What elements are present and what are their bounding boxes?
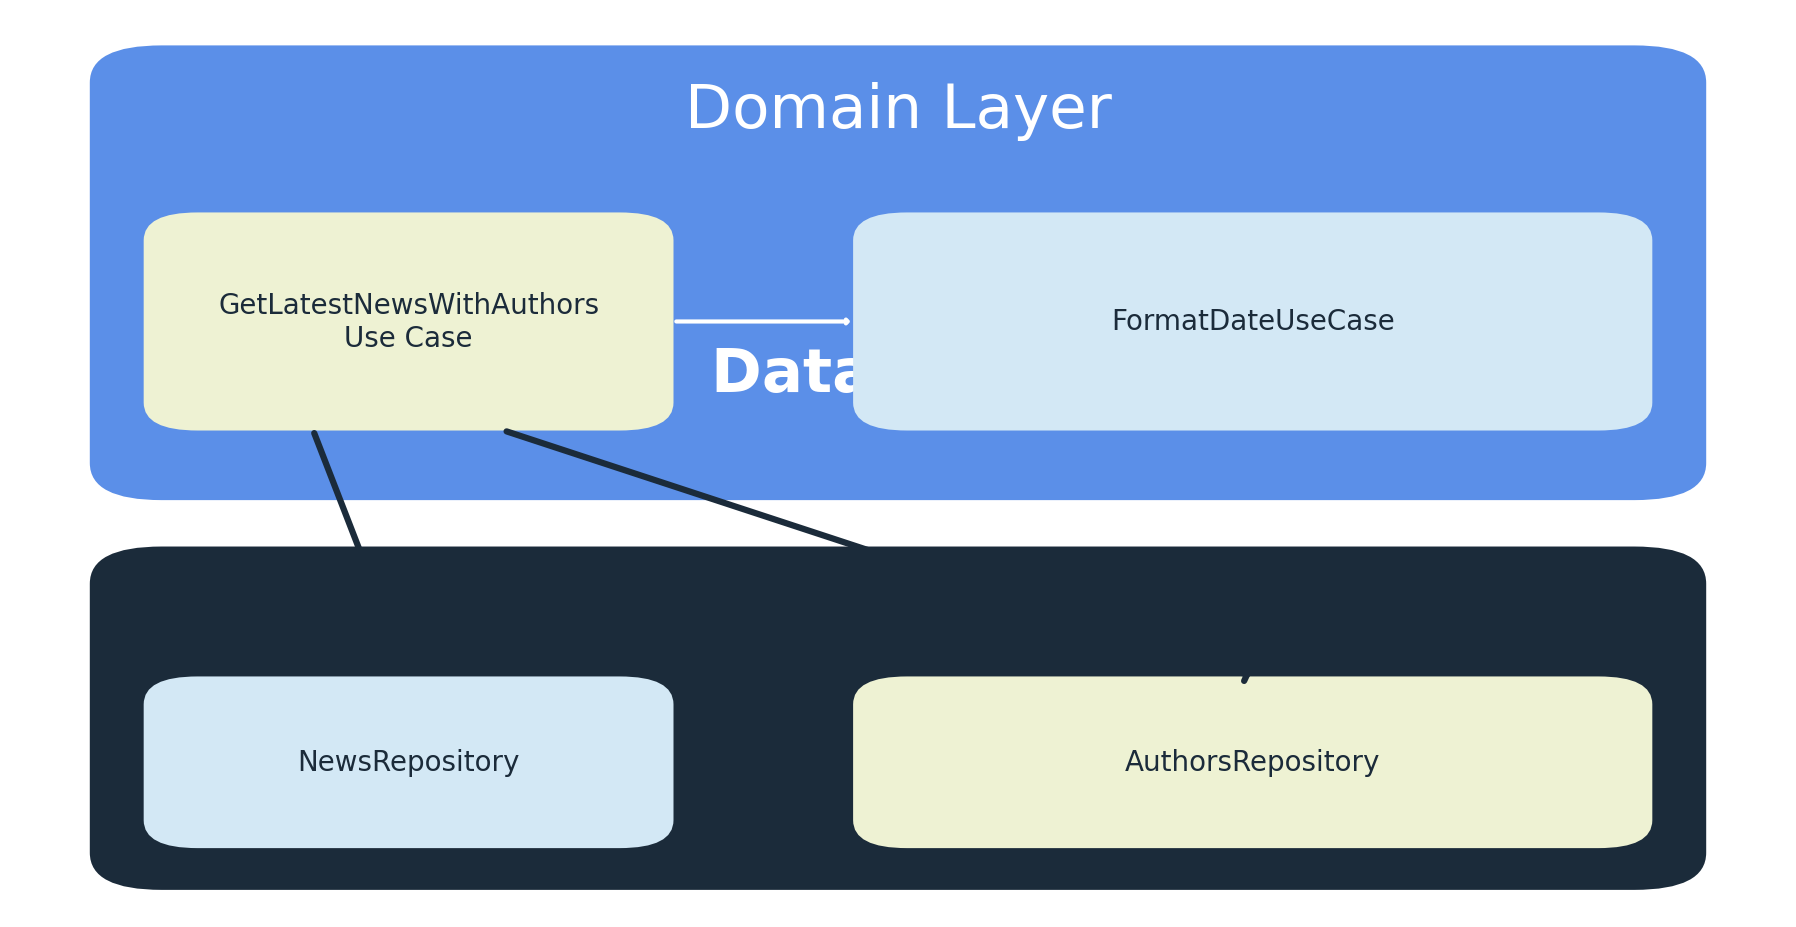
FancyBboxPatch shape xyxy=(90,46,1706,501)
Text: GetLatestNewsWithAuthors
Use Case: GetLatestNewsWithAuthors Use Case xyxy=(217,292,600,352)
FancyBboxPatch shape xyxy=(144,213,674,431)
Text: NewsRepository: NewsRepository xyxy=(298,748,519,777)
FancyBboxPatch shape xyxy=(853,677,1652,848)
Text: Domain Layer: Domain Layer xyxy=(684,82,1112,141)
FancyBboxPatch shape xyxy=(90,547,1706,890)
FancyBboxPatch shape xyxy=(853,213,1652,431)
Text: AuthorsRepository: AuthorsRepository xyxy=(1124,748,1381,777)
Text: Data Layer: Data Layer xyxy=(711,346,1085,405)
Text: FormatDateUseCase: FormatDateUseCase xyxy=(1112,308,1394,337)
FancyBboxPatch shape xyxy=(144,677,674,848)
